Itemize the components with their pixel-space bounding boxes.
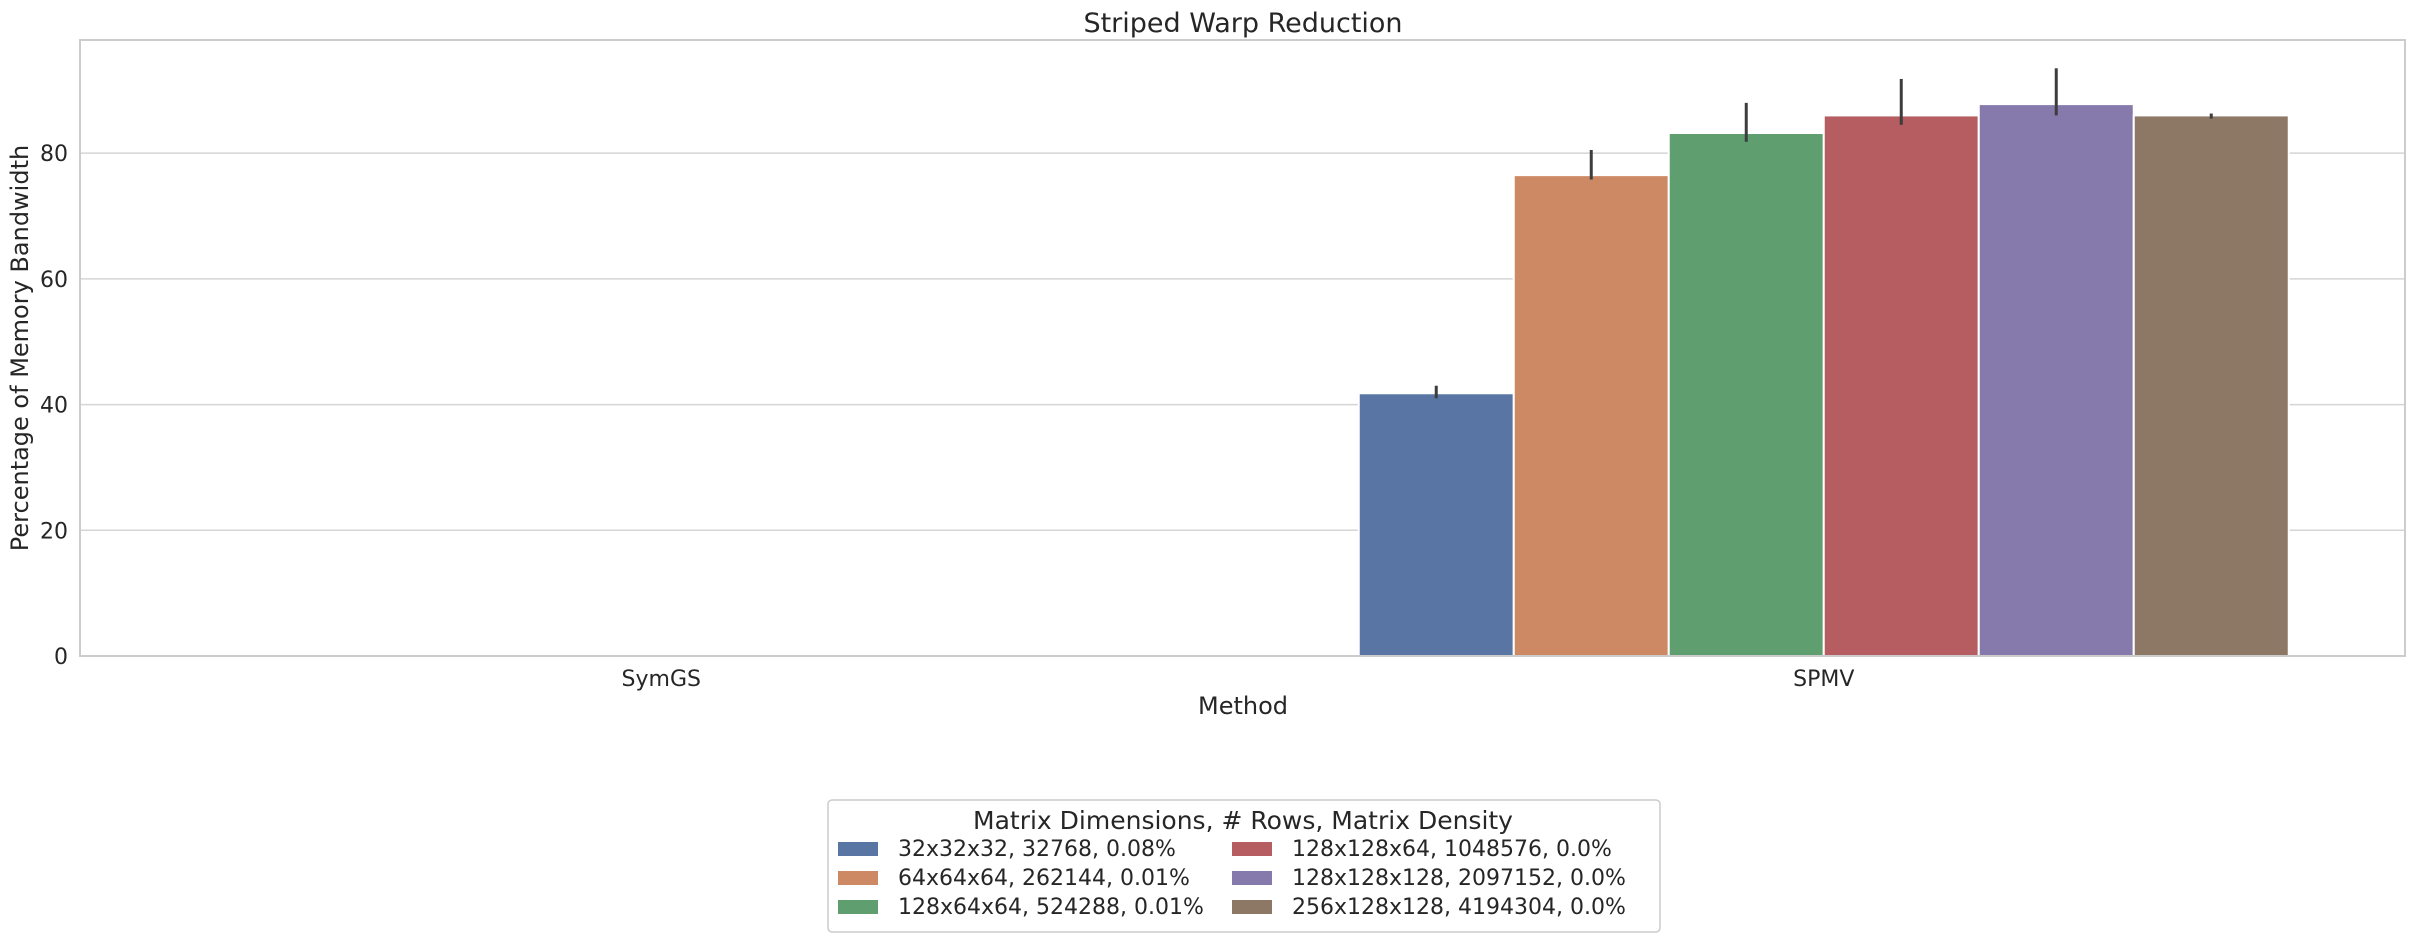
legend-label: 128x128x128, 2097152, 0.0% bbox=[1292, 866, 1626, 891]
bar bbox=[1822, 114, 1980, 657]
bar bbox=[1977, 103, 2135, 658]
legend-title: Matrix Dimensions, # Rows, Matrix Densit… bbox=[973, 806, 1513, 835]
legend-swatch bbox=[1232, 900, 1272, 914]
legend-swatch bbox=[1232, 842, 1272, 856]
y-tick-label: 60 bbox=[40, 268, 68, 293]
legend-label: 128x64x64, 524288, 0.01% bbox=[898, 895, 1204, 920]
y-axis-label: Percentage of Memory Bandwidth bbox=[6, 145, 34, 551]
y-tick-label: 0 bbox=[54, 645, 68, 670]
bars bbox=[1357, 103, 2290, 658]
legend: Matrix Dimensions, # Rows, Matrix Densit… bbox=[827, 799, 1661, 933]
y-tick-label: 20 bbox=[40, 519, 68, 544]
bar bbox=[2132, 114, 2290, 657]
legend-frame bbox=[827, 799, 1661, 933]
legend-label: 64x64x64, 262144, 0.01% bbox=[898, 866, 1190, 891]
x-ticks: SymGS SPMV bbox=[622, 667, 1855, 692]
legend-swatch bbox=[838, 871, 878, 885]
legend-swatch bbox=[1232, 871, 1272, 885]
x-tick-label: SPMV bbox=[1793, 667, 1854, 692]
chart-title: Striped Warp Reduction bbox=[1083, 8, 1402, 39]
legend-swatch bbox=[838, 842, 878, 856]
y-tick-label: 40 bbox=[40, 394, 68, 419]
bar bbox=[1357, 392, 1515, 657]
x-axis-label: Method bbox=[1198, 692, 1288, 720]
legend-swatch bbox=[838, 900, 878, 914]
plot-frame bbox=[79, 39, 2406, 657]
legend-label: 256x128x128, 4194304, 0.0% bbox=[1292, 895, 1626, 920]
bar bbox=[1667, 132, 1825, 657]
error-bars bbox=[1434, 68, 2213, 399]
y-ticks: 0 20 40 60 80 bbox=[40, 142, 68, 670]
x-tick-label: SymGS bbox=[622, 667, 701, 692]
legend-label: 32x32x32, 32768, 0.08% bbox=[898, 837, 1176, 862]
legend-label: 128x128x64, 1048576, 0.0% bbox=[1292, 837, 1612, 862]
y-tick-label: 80 bbox=[40, 142, 68, 167]
bar bbox=[1512, 174, 1670, 657]
